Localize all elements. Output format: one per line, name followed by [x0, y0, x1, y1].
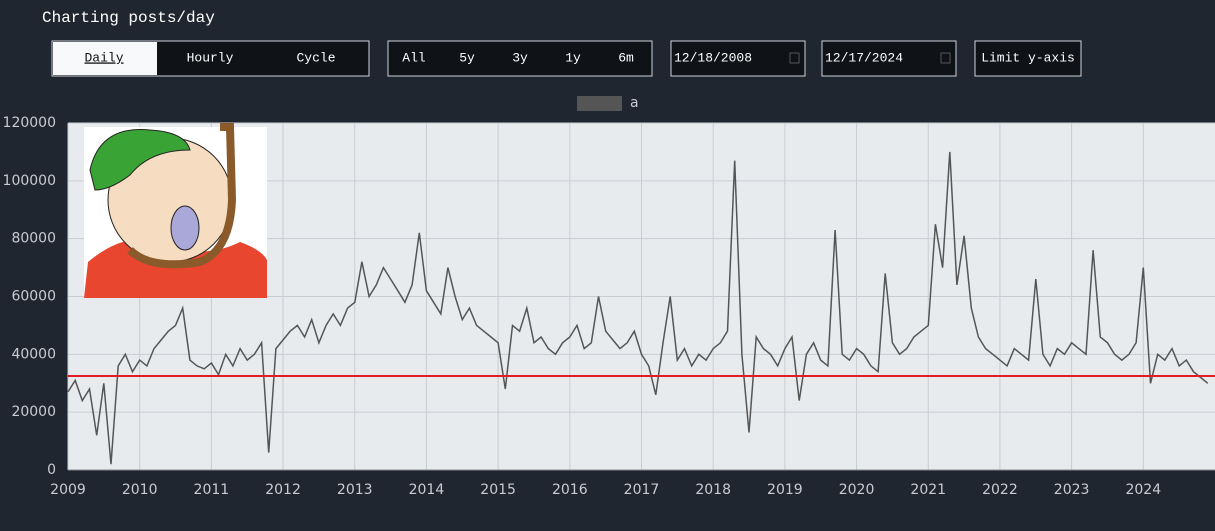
x-tick-label: 2016 — [552, 482, 588, 498]
meme-image — [84, 123, 267, 298]
x-tick-label: 2019 — [767, 482, 803, 498]
x-tick-label: 2021 — [910, 482, 946, 498]
period-button[interactable]: 5y — [459, 50, 475, 65]
legend-label: a — [630, 95, 639, 111]
x-tick-label: 2015 — [480, 482, 516, 498]
x-tick-label: 2011 — [194, 482, 230, 498]
mode-group: Daily Hourly Cycle — [51, 40, 370, 77]
x-tick-label: 2014 — [409, 482, 445, 498]
x-tick-label: 2023 — [1054, 482, 1090, 498]
image-rope — [127, 123, 237, 269]
page-title: Charting posts/day — [42, 9, 215, 27]
start-date[interactable]: 12/18/2008 — [674, 50, 752, 65]
y-tick-label: 20000 — [11, 404, 56, 420]
y-tick-label: 60000 — [11, 289, 56, 305]
period-button[interactable]: 6m — [618, 50, 634, 65]
y-tick-label: 120000 — [3, 115, 56, 131]
calendar-icon[interactable] — [940, 52, 951, 64]
x-tick-label: 2009 — [50, 482, 86, 498]
y-tick-label: 0 — [47, 462, 56, 478]
x-tick-label: 2012 — [265, 482, 301, 498]
period-group: All 5y 3y 1y 6m — [387, 40, 653, 77]
y-tick-label: 100000 — [3, 173, 56, 189]
x-tick-label: 2017 — [624, 482, 660, 498]
period-button[interactable]: All — [402, 50, 426, 65]
x-tick-label: 2018 — [695, 482, 731, 498]
mode-button[interactable]: Cycle — [296, 50, 335, 65]
mode-button-active[interactable] — [53, 42, 157, 75]
x-tick-label: 2010 — [122, 482, 158, 498]
legend-swatch — [577, 96, 622, 111]
period-button[interactable]: 3y — [512, 50, 528, 65]
period-button[interactable]: 1y — [565, 50, 581, 65]
x-tick-label: 2020 — [839, 482, 875, 498]
y-tick-label: 40000 — [11, 346, 56, 362]
limit-button-frame[interactable] — [974, 40, 1082, 77]
mode-button[interactable]: Daily — [84, 50, 123, 65]
mode-button[interactable]: Hourly — [187, 50, 234, 65]
date-input-frame[interactable] — [670, 40, 806, 77]
image-hair — [89, 129, 191, 191]
series-line — [67, 151, 1209, 465]
y-tick-label: 80000 — [11, 231, 56, 247]
x-tick-label: 2022 — [982, 482, 1018, 498]
x-tick-label: 2013 — [337, 482, 373, 498]
date-input-frame[interactable] — [821, 40, 957, 77]
image-tongue — [170, 205, 200, 251]
limit-button[interactable]: Limit y-axis — [981, 50, 1075, 65]
calendar-icon[interactable] — [789, 52, 800, 64]
end-date[interactable]: 12/17/2024 — [825, 50, 903, 65]
x-tick-label: 2024 — [1125, 482, 1161, 498]
period-group-frame — [387, 40, 653, 77]
